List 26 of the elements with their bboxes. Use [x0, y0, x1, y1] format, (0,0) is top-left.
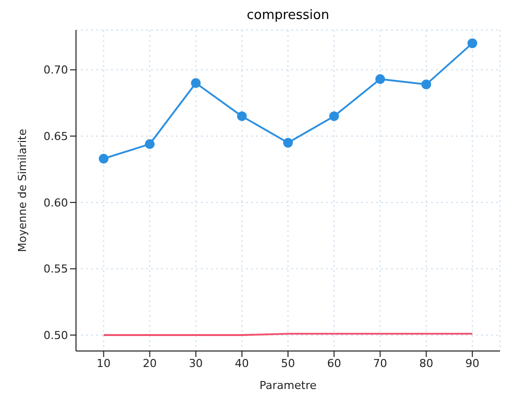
x-tick-label: 40: [234, 356, 249, 370]
x-tick-label: 90: [465, 356, 480, 370]
y-tick-label: 0.50: [44, 328, 68, 342]
x-tick-label: 30: [188, 356, 203, 370]
x-tick-label: 50: [281, 356, 295, 370]
chart-title: compression: [246, 8, 330, 25]
x-tick-label: 70: [373, 356, 388, 370]
y-tick-label: 0.55: [44, 262, 68, 276]
x-tick-label: 60: [327, 356, 342, 370]
point: [144, 139, 155, 149]
point: [467, 38, 478, 48]
x-tick-label: 80: [419, 356, 434, 370]
x-tick-label: 10: [96, 356, 111, 370]
point: [375, 74, 386, 84]
y-tick-label: 0.70: [44, 64, 68, 77]
y-tick-label: 0.60: [44, 196, 68, 210]
point: [329, 111, 339, 122]
point: [421, 79, 432, 90]
point: [98, 154, 109, 164]
x-tick-label: 20: [142, 356, 157, 370]
point: [283, 138, 293, 148]
point: [190, 78, 201, 88]
point: [237, 111, 247, 122]
x-axis-title: Parametre: [260, 379, 317, 392]
y-axis-title: Moyenne de Similarite: [16, 128, 29, 252]
y-tick-label: 0.65: [44, 130, 68, 144]
